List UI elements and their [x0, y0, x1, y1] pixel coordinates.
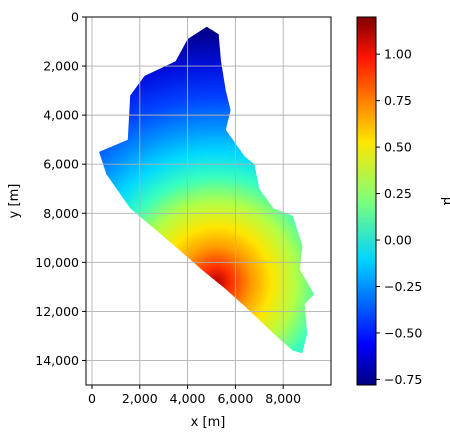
x-tick-label: 0: [88, 391, 96, 406]
y-tick-label: 10,000: [35, 255, 79, 270]
colorbar-tick-label: −0.25: [384, 279, 422, 294]
x-tick-label: 6,000: [217, 391, 253, 406]
colorbar-frame: [356, 16, 377, 386]
y-tick-label: 8,000: [43, 206, 79, 221]
colorbar-tick-label: 0.25: [384, 186, 412, 201]
y-tick-label: 12,000: [35, 304, 79, 319]
y-tick-label: 6,000: [43, 157, 79, 172]
y-tick-label: 2,000: [43, 59, 79, 74]
colorbar-tick-label: −0.75: [384, 372, 422, 387]
colorbar-label: μ: [440, 197, 450, 205]
colorbar-tick-label: 0.50: [384, 140, 412, 155]
colorbar-tick-label: 0.75: [384, 93, 412, 108]
y-tick-label: 14,000: [35, 353, 79, 368]
colorbar-tick-label: −0.50: [384, 325, 422, 340]
x-tick-label: 4,000: [170, 391, 206, 406]
colorbar-gradient: [357, 17, 376, 385]
y-axis-label: y [m]: [7, 184, 22, 219]
colorbar-tick-label: 0.00: [384, 233, 412, 248]
plot-frame: [85, 16, 332, 386]
x-tick-label: 2,000: [122, 391, 158, 406]
colorbar-tick-label: 1.00: [384, 47, 412, 62]
colorbar-ticks: −0.75 −0.50 −0.25 0.00 0.25 0.50 0.75 1.00: [376, 47, 422, 387]
colorbar: −0.75 −0.50 −0.25 0.00 0.25 0.50 0.75 1.00 μ: [356, 16, 450, 387]
y-axis: 0 2,000 4,000 6,000 8,000 10,000 12,000 14,000: [35, 10, 86, 368]
x-axis: 0 2,000 4,000 6,000 8,000: [88, 385, 301, 406]
x-tick-label: 8,000: [265, 391, 301, 406]
x-axis-label: x [m]: [191, 415, 226, 430]
y-tick-label: 0: [71, 10, 79, 25]
plot-area: 0 2,000 4,000 6,000 8,000 0 2,000 4,000 6,000 8,…: [7, 10, 332, 430]
y-tick-label: 4,000: [43, 108, 79, 123]
